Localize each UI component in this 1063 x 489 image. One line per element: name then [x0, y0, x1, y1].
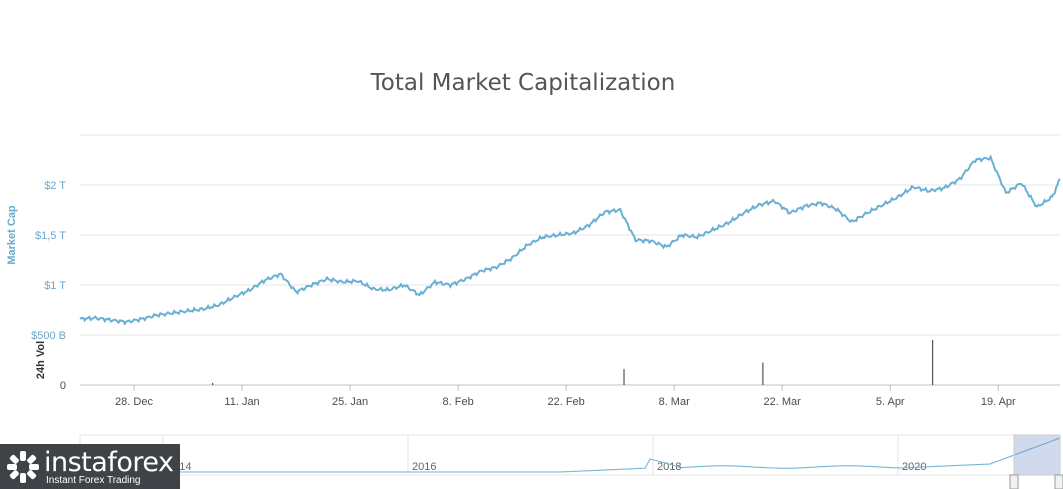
navigator-handle-right[interactable] [1054, 474, 1063, 489]
x-tick-label: 8. Mar [659, 396, 691, 408]
x-tick-label: 5. Apr [876, 396, 905, 408]
x-tick-label: 28. Dec [115, 396, 153, 408]
series-lines [79, 154, 1061, 326]
chart-title: Total Market Capitalization [370, 70, 676, 96]
volume-tick-zero: 0 [60, 380, 66, 392]
navigator[interactable]: 2014201620182020 [79, 434, 1063, 489]
instaforex-logo: instaforex Instant Forex Trading [0, 444, 180, 489]
x-tick-label: 22. Mar [764, 396, 802, 408]
x-tick-label: 8. Feb [443, 396, 474, 408]
y-tick-label: $1 T [44, 280, 66, 292]
volume-bars [212, 340, 934, 385]
navigator-series [80, 437, 1061, 473]
x-tick-label: 11. Jan [224, 396, 259, 408]
y-axis-label: Market Cap [6, 205, 18, 265]
x-tick-label: 19. Apr [981, 396, 1016, 408]
y-axis-ticks: $2 T $1,5 T $1 T $500 B [31, 180, 66, 342]
x-tick-label: 25. Jan [332, 396, 368, 408]
brand-name: instaforex [44, 447, 174, 478]
navigator-selection[interactable] [1013, 434, 1061, 476]
navigator-handle-left[interactable] [1009, 474, 1019, 489]
instaforex-logo-icon [7, 451, 39, 483]
navigator-tick-label: 2018 [657, 461, 681, 473]
y-tick-label: $500 B [31, 330, 66, 342]
y-tick-label: $1,5 T [35, 230, 66, 242]
x-axis-ticks: 28. Dec 11. Jan 25. Jan 8. Feb 22. Feb 8. Mar… [115, 385, 1016, 408]
series-line [79, 154, 1061, 326]
navigator-tick-label: 2016 [412, 461, 436, 473]
y-tick-label: $2 T [44, 180, 66, 192]
volume-axis-label: 24h Vol [35, 341, 47, 379]
x-tick-label: 22. Feb [547, 396, 584, 408]
brand-tagline: Instant Forex Trading [46, 475, 141, 486]
